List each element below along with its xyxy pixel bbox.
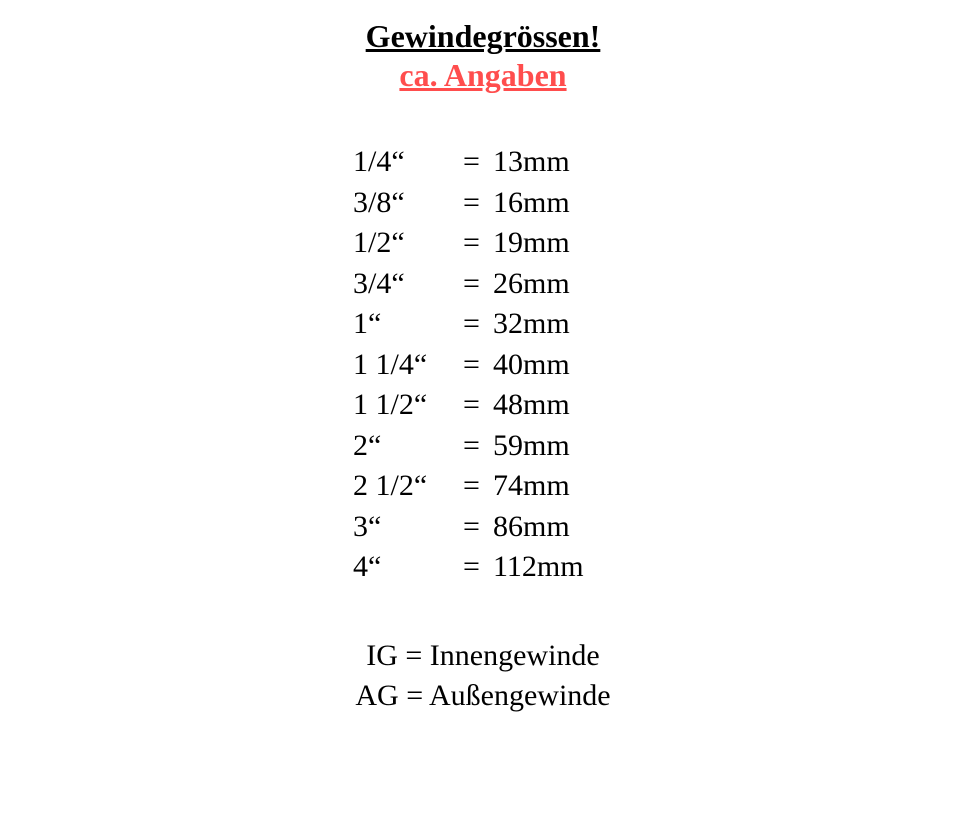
table-row: 1 1/4“ = 40mm [353, 345, 613, 386]
equals-cell: = [463, 345, 493, 386]
page-subtitle: ca. Angaben [399, 57, 566, 94]
table-row: 2“ = 59mm [353, 426, 613, 467]
table-row: 1/2“ = 19mm [353, 223, 613, 264]
inch-cell: 2 1/2“ [353, 466, 463, 507]
table-row: 3“ = 86mm [353, 507, 613, 548]
legend-row: IG = Innengewinde [366, 636, 600, 677]
inch-cell: 2“ [353, 426, 463, 467]
equals-cell: = [463, 223, 493, 264]
mm-cell: 26mm [493, 264, 613, 305]
table-row: 1“ = 32mm [353, 304, 613, 345]
mm-cell: 40mm [493, 345, 613, 386]
equals-cell: = [463, 507, 493, 548]
legend: IG = Innengewinde AG = Außengewinde [355, 636, 610, 717]
mm-cell: 74mm [493, 466, 613, 507]
inch-cell: 3/8“ [353, 183, 463, 224]
inch-cell: 1/4“ [353, 142, 463, 183]
inch-cell: 1 1/4“ [353, 345, 463, 386]
table-row: 1/4“ = 13mm [353, 142, 613, 183]
equals-cell: = [463, 547, 493, 588]
mm-cell: 59mm [493, 426, 613, 467]
mm-cell: 48mm [493, 385, 613, 426]
mm-cell: 13mm [493, 142, 613, 183]
thread-size-table: 1/4“ = 13mm 3/8“ = 16mm 1/2“ = 19mm 3/4“… [353, 142, 613, 588]
table-row: 1 1/2“ = 48mm [353, 385, 613, 426]
inch-cell: 3/4“ [353, 264, 463, 305]
equals-cell: = [463, 466, 493, 507]
legend-row: AG = Außengewinde [355, 676, 610, 717]
equals-cell: = [463, 183, 493, 224]
inch-cell: 1“ [353, 304, 463, 345]
inch-cell: 1 1/2“ [353, 385, 463, 426]
inch-cell: 3“ [353, 507, 463, 548]
mm-cell: 16mm [493, 183, 613, 224]
equals-cell: = [463, 385, 493, 426]
mm-cell: 19mm [493, 223, 613, 264]
table-row: 3/8“ = 16mm [353, 183, 613, 224]
mm-cell: 112mm [493, 547, 613, 588]
equals-cell: = [463, 142, 493, 183]
inch-cell: 1/2“ [353, 223, 463, 264]
table-row: 2 1/2“ = 74mm [353, 466, 613, 507]
equals-cell: = [463, 304, 493, 345]
mm-cell: 32mm [493, 304, 613, 345]
page-title: Gewindegrössen! [366, 18, 601, 55]
equals-cell: = [463, 426, 493, 467]
equals-cell: = [463, 264, 493, 305]
inch-cell: 4“ [353, 547, 463, 588]
table-row: 4“ = 112mm [353, 547, 613, 588]
mm-cell: 86mm [493, 507, 613, 548]
table-row: 3/4“ = 26mm [353, 264, 613, 305]
